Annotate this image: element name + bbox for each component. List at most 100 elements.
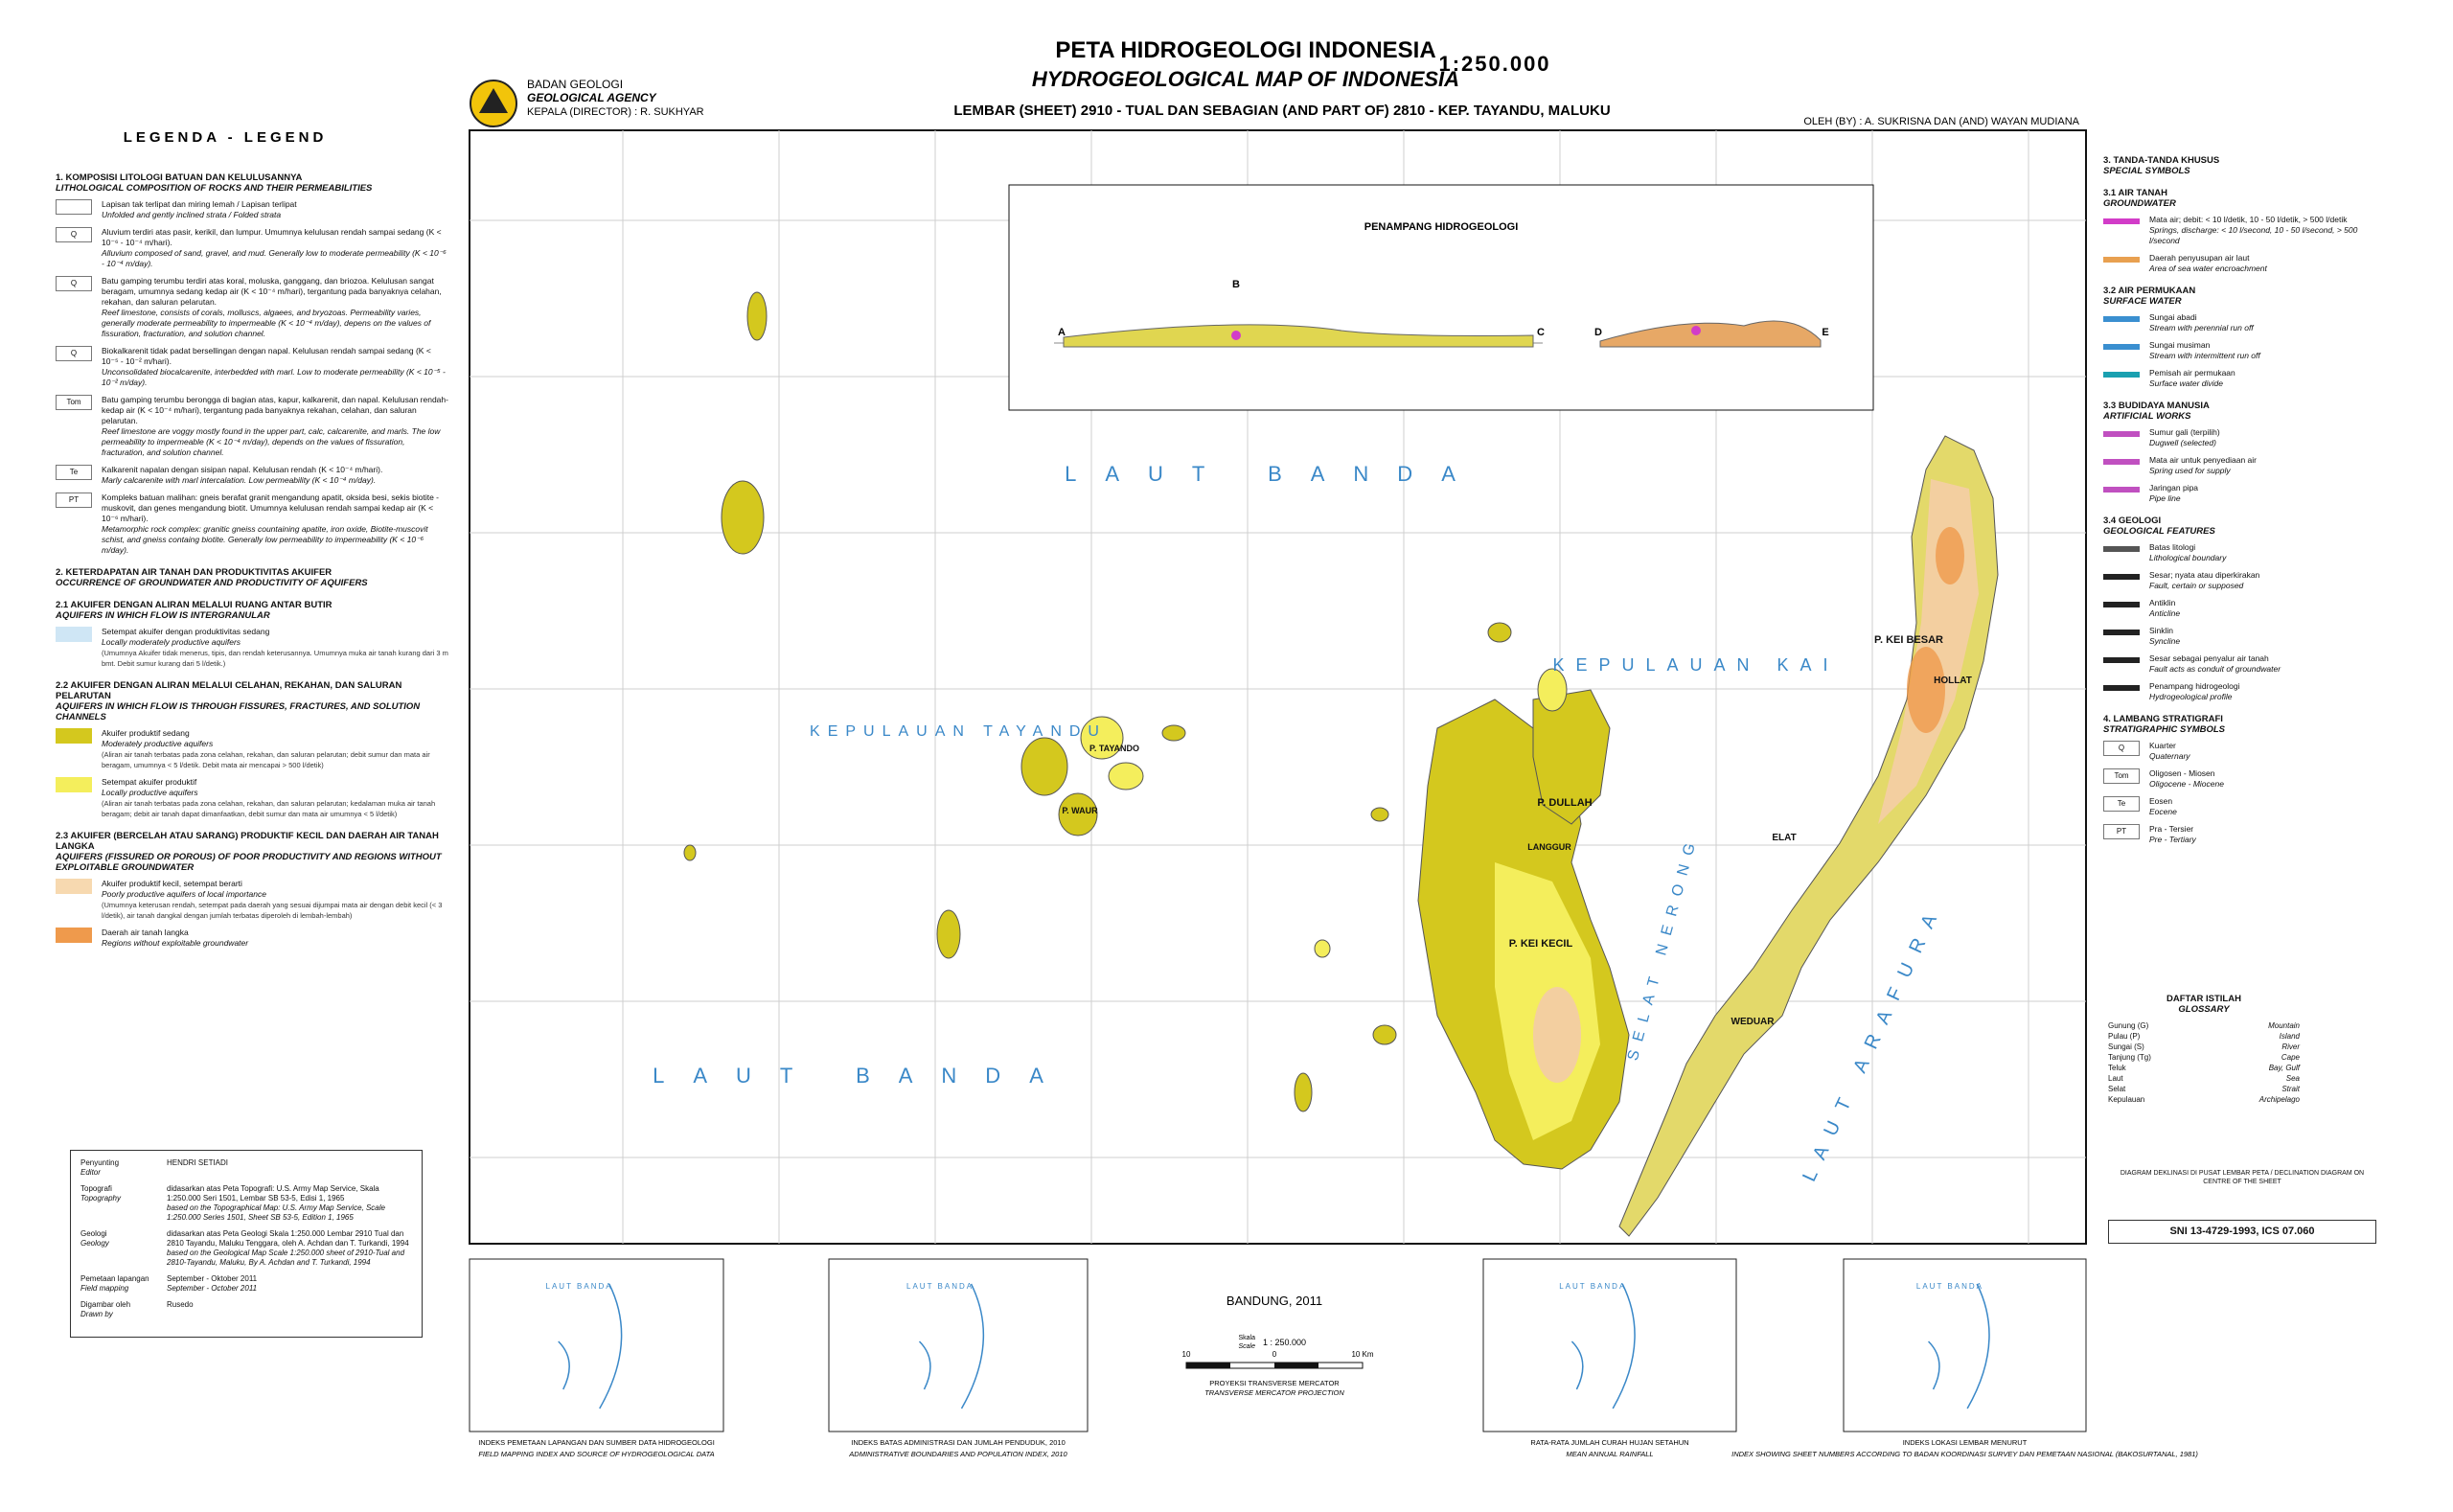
section-title-en: SPECIAL SYMBOLS (2103, 166, 2190, 176)
legend-item: Antiklin Anticline (2103, 598, 2376, 619)
index-map (1482, 1258, 1737, 1432)
place-label: WEDUAR (1731, 1017, 1776, 1027)
legend-item: Q Aluvium terdiri atas pasir, kerikil, da… (56, 227, 448, 269)
item-text: Pra - Tersier (2149, 824, 2194, 834)
island (1370, 807, 1389, 822)
item-text-en: Lithological boundary (2149, 553, 2227, 562)
index-label: LAUT BANDA (1559, 1282, 1626, 1291)
legend-swatch (2103, 657, 2140, 663)
title: PETA HIDROGEOLOGI INDONESIA (1055, 37, 1435, 63)
place-label: P. TAYANDO (1089, 744, 1139, 753)
legend-swatch: Q (56, 227, 92, 242)
legend-text: Batu gamping terumbu berongga di bagian … (102, 395, 448, 458)
legend-text: Kompleks batuan malihan: gneis berafat g… (102, 493, 448, 556)
legend-swatch (2103, 257, 2140, 263)
island (1314, 939, 1331, 958)
index-caption-en: INDEX SHOWING SHEET NUMBERS ACCORDING TO… (1731, 1450, 2198, 1458)
legend-item: Mata air; debit: < 10 l/detik, 10 - 50 l… (2103, 215, 2376, 246)
item-text: Mata air untuk penyediaan air (2149, 455, 2257, 465)
section-title: 3.3 BUDIDAYA MANUSIA (2103, 401, 2210, 411)
item-text: Mata air; debit: < 10 l/detik, 10 - 50 l… (2149, 215, 2348, 224)
credit-text-id: September - Oktober 2011 (167, 1274, 258, 1283)
credit-label: Digambar oleh Drawn by (80, 1300, 167, 1319)
island (1487, 622, 1512, 643)
item-text-en: Stream with intermittent run off (2149, 351, 2260, 360)
title-en: HYDROGEOLOGICAL MAP OF INDONESIA (1032, 67, 1459, 91)
item-text: Setempat akuifer produktif (102, 777, 197, 787)
map-scale: 1:250.000 (1438, 52, 1550, 76)
legend-item: Sinklin Syncline (2103, 626, 2376, 647)
item-text-en: Spring used for supply (2149, 466, 2231, 475)
place-label: P. KEI BESAR (1874, 634, 1943, 646)
legend-item: Setempat akuifer dengan produktivitas se… (56, 627, 448, 669)
island (936, 909, 961, 959)
legend: 1. KOMPOSISI LITOLOGI BATUAN DAN KELULUS… (56, 161, 448, 955)
index-caption: INDEKS BATAS ADMINISTRASI DAN JUMLAH PEN… (851, 1438, 1066, 1447)
island (1020, 737, 1068, 796)
legend-item: Daerah penyusupan air laut Area of sea wa… (2103, 253, 2376, 274)
glossary-term: Sungai (S) (2108, 1042, 2144, 1051)
section-title: 4. LAMBANG STRATIGRAFI (2103, 714, 2223, 724)
section-title: 3.4 GEOLOGI (2103, 515, 2162, 526)
scale-bar-label: 10 Km (1351, 1350, 1373, 1359)
item-text-en: Springs, discharge: < 10 l/second, 10 - … (2149, 225, 2358, 245)
legend-text: Sesar sebagai penyalur air tanah Fault ac… (2149, 653, 2376, 675)
credit-label-en: Geology (80, 1239, 109, 1248)
legend-swatch: Q (2103, 741, 2140, 756)
section-title-en: ARTIFICIAL WORKS (2103, 411, 2191, 422)
item-text: Sesar; nyata atau diperkirakan (2149, 570, 2260, 580)
item-text: Batu gamping terumbu terdiri atas koral,… (102, 276, 442, 307)
credit-text-en: based on the Topographical Map: U.S. Arm… (167, 1203, 385, 1222)
place-label: P. WAUR (1062, 806, 1098, 815)
legend-text: Sumur gali (terpilih) Dugwell (selected) (2149, 427, 2376, 448)
item-note: (Umumnya keterusan rendah, setempat pada… (102, 901, 443, 920)
section-title-en: GROUNDWATER (2103, 198, 2176, 209)
legend-item: Jaringan pipa Pipe line (2103, 483, 2376, 504)
credit-text-id: Rusedo (167, 1300, 194, 1309)
island (1080, 716, 1124, 760)
legend-swatch (2103, 546, 2140, 552)
scale-bar-fill (1274, 1363, 1318, 1368)
island (683, 844, 697, 861)
legend-swatch: Q (56, 276, 92, 291)
place-label: ELAT (1772, 833, 1796, 843)
glossary-meaning: Island (2279, 1032, 2300, 1041)
glossary: DAFTAR ISTILAH GLOSSARY Gunung (G) Mountain… (2108, 982, 2300, 1105)
credit-label-id: Pemetaan lapangan (80, 1274, 149, 1283)
sheet-title: LEMBAR (SHEET) 2910 - TUAL DAN SEBAGIAN … (953, 103, 1610, 119)
item-text-en: Unfolded and gently inclined strata / Fo… (102, 210, 282, 219)
credit-text-id: didasarkan atas Peta Geologi Skala 1:250… (167, 1229, 409, 1248)
section-title-en: SURFACE WATER (2103, 296, 2182, 307)
legend-item: Sesar sebagai penyalur air tanah Fault ac… (2103, 653, 2376, 675)
legend-swatch (2103, 431, 2140, 437)
legend-swatch (2103, 459, 2140, 465)
item-text: Eosen (2149, 796, 2173, 806)
section-title: 1. KOMPOSISI LITOLOGI BATUAN DAN KELULUS… (56, 172, 303, 183)
credit-label-en: Topography (80, 1194, 121, 1203)
credit-text: HENDRI SETIADI (167, 1158, 412, 1178)
glossary-meaning: Sea (2285, 1074, 2300, 1083)
glossary-meaning: Strait (2281, 1085, 2300, 1093)
legend-text: Aluvium terdiri atas pasir, kerikil, dan… (102, 227, 448, 269)
legend-text: Sungai abadi Stream with perennial run of… (2149, 312, 2376, 333)
item-text-en: Poorly productive aquifers of local impo… (102, 889, 266, 899)
item-text: Batas litologi (2149, 542, 2196, 552)
legend-text: Daerah penyusupan air laut Area of sea wa… (2149, 253, 2376, 274)
place-label: P. DULLAH (1537, 797, 1592, 809)
glossary-row: Pulau (P) Island (2108, 1031, 2300, 1042)
legend-item: Sungai abadi Stream with perennial run of… (2103, 312, 2376, 333)
item-text: Sinklin (2149, 626, 2174, 635)
glossary-row: Gunung (G) Mountain (2108, 1020, 2300, 1031)
section-point: B (1232, 279, 1240, 290)
item-note: (Aliran air tanah terbatas pada zona cel… (102, 799, 436, 818)
credit-label-en: Drawn by (80, 1310, 113, 1318)
legend-swatch (56, 777, 92, 792)
legend-text: Daerah air tanah langka Regions without e… (102, 928, 448, 949)
credit-row: Geologi Geology didasarkan atas Peta Geolo… (80, 1229, 412, 1268)
legend-item: Akuifer produktif sedang Moderately produ… (56, 728, 448, 770)
legend-swatch (2103, 602, 2140, 607)
zone-none (1936, 527, 1964, 584)
legend-text: Jaringan pipa Pipe line (2149, 483, 2376, 504)
legend-swatch (56, 879, 92, 894)
bottom-strip: LAUT BANDA INDEKS PEMETAAN LAPANGAN DAN S… (469, 1258, 2198, 1458)
